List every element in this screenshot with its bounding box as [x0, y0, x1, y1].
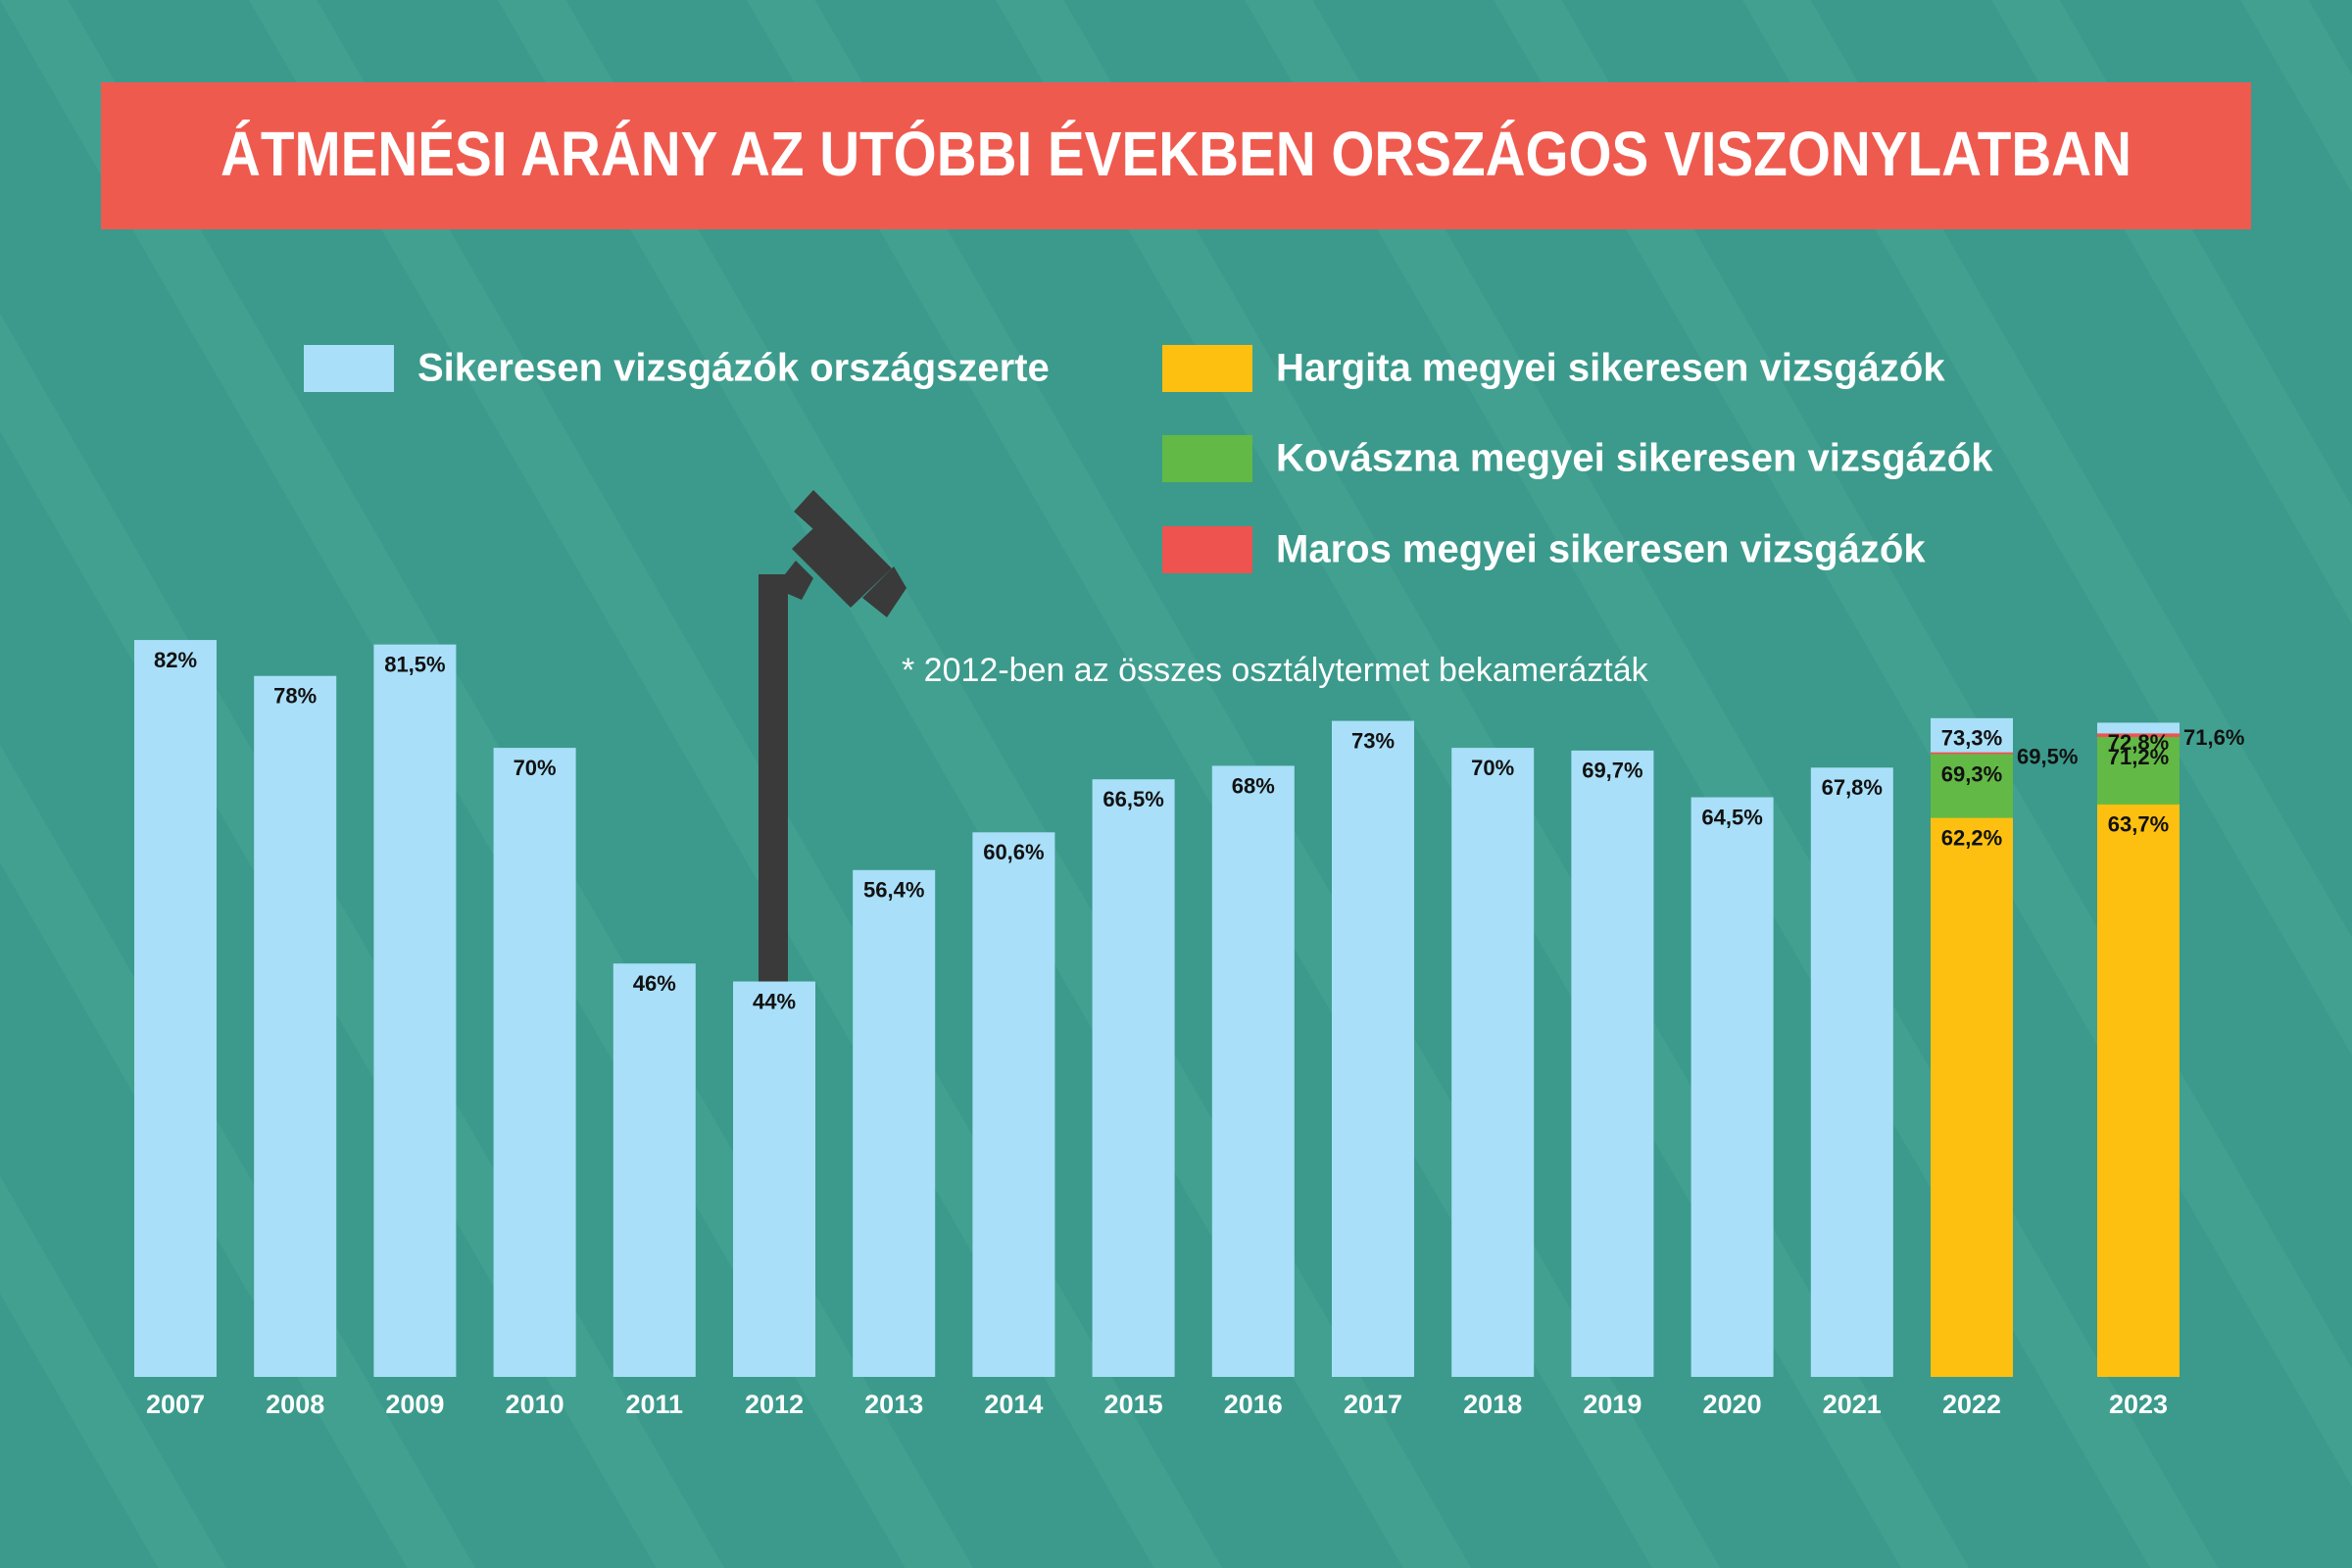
value-label: 68% [1232, 773, 1275, 798]
bar [1931, 817, 2013, 1377]
bar [1810, 767, 1893, 1377]
value-label: 63,7% [2108, 812, 2169, 837]
value-label: 64,5% [1701, 805, 1762, 829]
bar [1332, 720, 1414, 1377]
value-label: 70% [514, 756, 557, 780]
value-label: 71,2% [2108, 745, 2169, 769]
bar [254, 675, 337, 1377]
legend-label: Hargita megyei sikeresen vizsgázók [1276, 347, 1945, 390]
value-label: 56,4% [863, 878, 924, 903]
value-label: 81,5% [384, 652, 445, 676]
value-label: 73,3% [1941, 726, 2002, 751]
value-label: 60,6% [983, 840, 1044, 864]
x-tick-label: 2019 [1583, 1390, 1642, 1419]
value-label: 72,8% [2108, 730, 2169, 755]
x-tick-label: 2022 [1942, 1390, 2001, 1419]
value-label: 71,6% [2183, 725, 2244, 750]
legend-label: Maros megyei sikeresen vizsgázók [1276, 528, 1926, 571]
x-tick-label: 2008 [266, 1390, 324, 1419]
bar [733, 981, 815, 1377]
bar [1211, 765, 1295, 1377]
legend-label: Sikeresen vizsgázók országszerte [417, 347, 1050, 390]
value-label: 73% [1351, 728, 1395, 753]
annotation: * 2012-ben az összes osztálytermet bekam… [902, 652, 1649, 689]
value-label: 82% [154, 648, 197, 672]
bar [373, 644, 457, 1377]
legend-swatch [1162, 435, 1252, 482]
x-tick-label: 2011 [626, 1390, 684, 1419]
legend-swatch [1162, 526, 1252, 573]
x-tick-label: 2020 [1703, 1390, 1762, 1419]
x-tick-label: 2017 [1344, 1390, 1402, 1419]
value-label: 44% [753, 989, 796, 1013]
value-label: 69,5% [2017, 744, 2078, 768]
x-tick-label: 2016 [1224, 1390, 1283, 1419]
bar [1451, 748, 1535, 1377]
x-tick-label: 2023 [2109, 1390, 2168, 1419]
x-tick-label: 2021 [1823, 1390, 1882, 1419]
x-tick-label: 2014 [984, 1390, 1043, 1419]
x-tick-label: 2007 [146, 1390, 205, 1419]
value-label: 62,2% [1941, 825, 2002, 850]
bar [1690, 797, 1774, 1377]
bar [493, 748, 576, 1377]
x-tick-label: 2010 [506, 1390, 564, 1419]
value-label: 69,7% [1582, 759, 1642, 783]
value-label: 78% [273, 684, 317, 709]
bar [612, 963, 696, 1377]
bar [134, 640, 217, 1377]
value-label: 46% [633, 971, 676, 996]
value-label: 69,3% [1941, 761, 2002, 786]
x-tick-label: 2012 [745, 1390, 804, 1419]
value-label: 70% [1471, 756, 1514, 780]
bar [1571, 750, 1654, 1377]
x-tick-label: 2015 [1104, 1390, 1163, 1419]
camera-icon [759, 490, 906, 986]
legend-swatch [1162, 345, 1252, 392]
bar [972, 832, 1055, 1377]
x-tick-label: 2018 [1463, 1390, 1522, 1419]
legend-label: Kovászna megyei sikeresen vizsgázók [1276, 437, 1993, 480]
value-label: 66,5% [1102, 787, 1163, 811]
bar [2097, 804, 2180, 1377]
legend-swatch [304, 345, 394, 392]
x-tick-label: 2013 [864, 1390, 923, 1419]
bar [853, 869, 936, 1377]
bar [1092, 779, 1175, 1377]
value-label: 67,8% [1822, 775, 1883, 800]
chart-title: ÁTMENÉSI ARÁNY AZ UTÓBBI ÉVEKBEN ORSZÁGO… [220, 119, 2132, 189]
title-banner [101, 82, 2251, 229]
x-tick-label: 2009 [385, 1390, 444, 1419]
